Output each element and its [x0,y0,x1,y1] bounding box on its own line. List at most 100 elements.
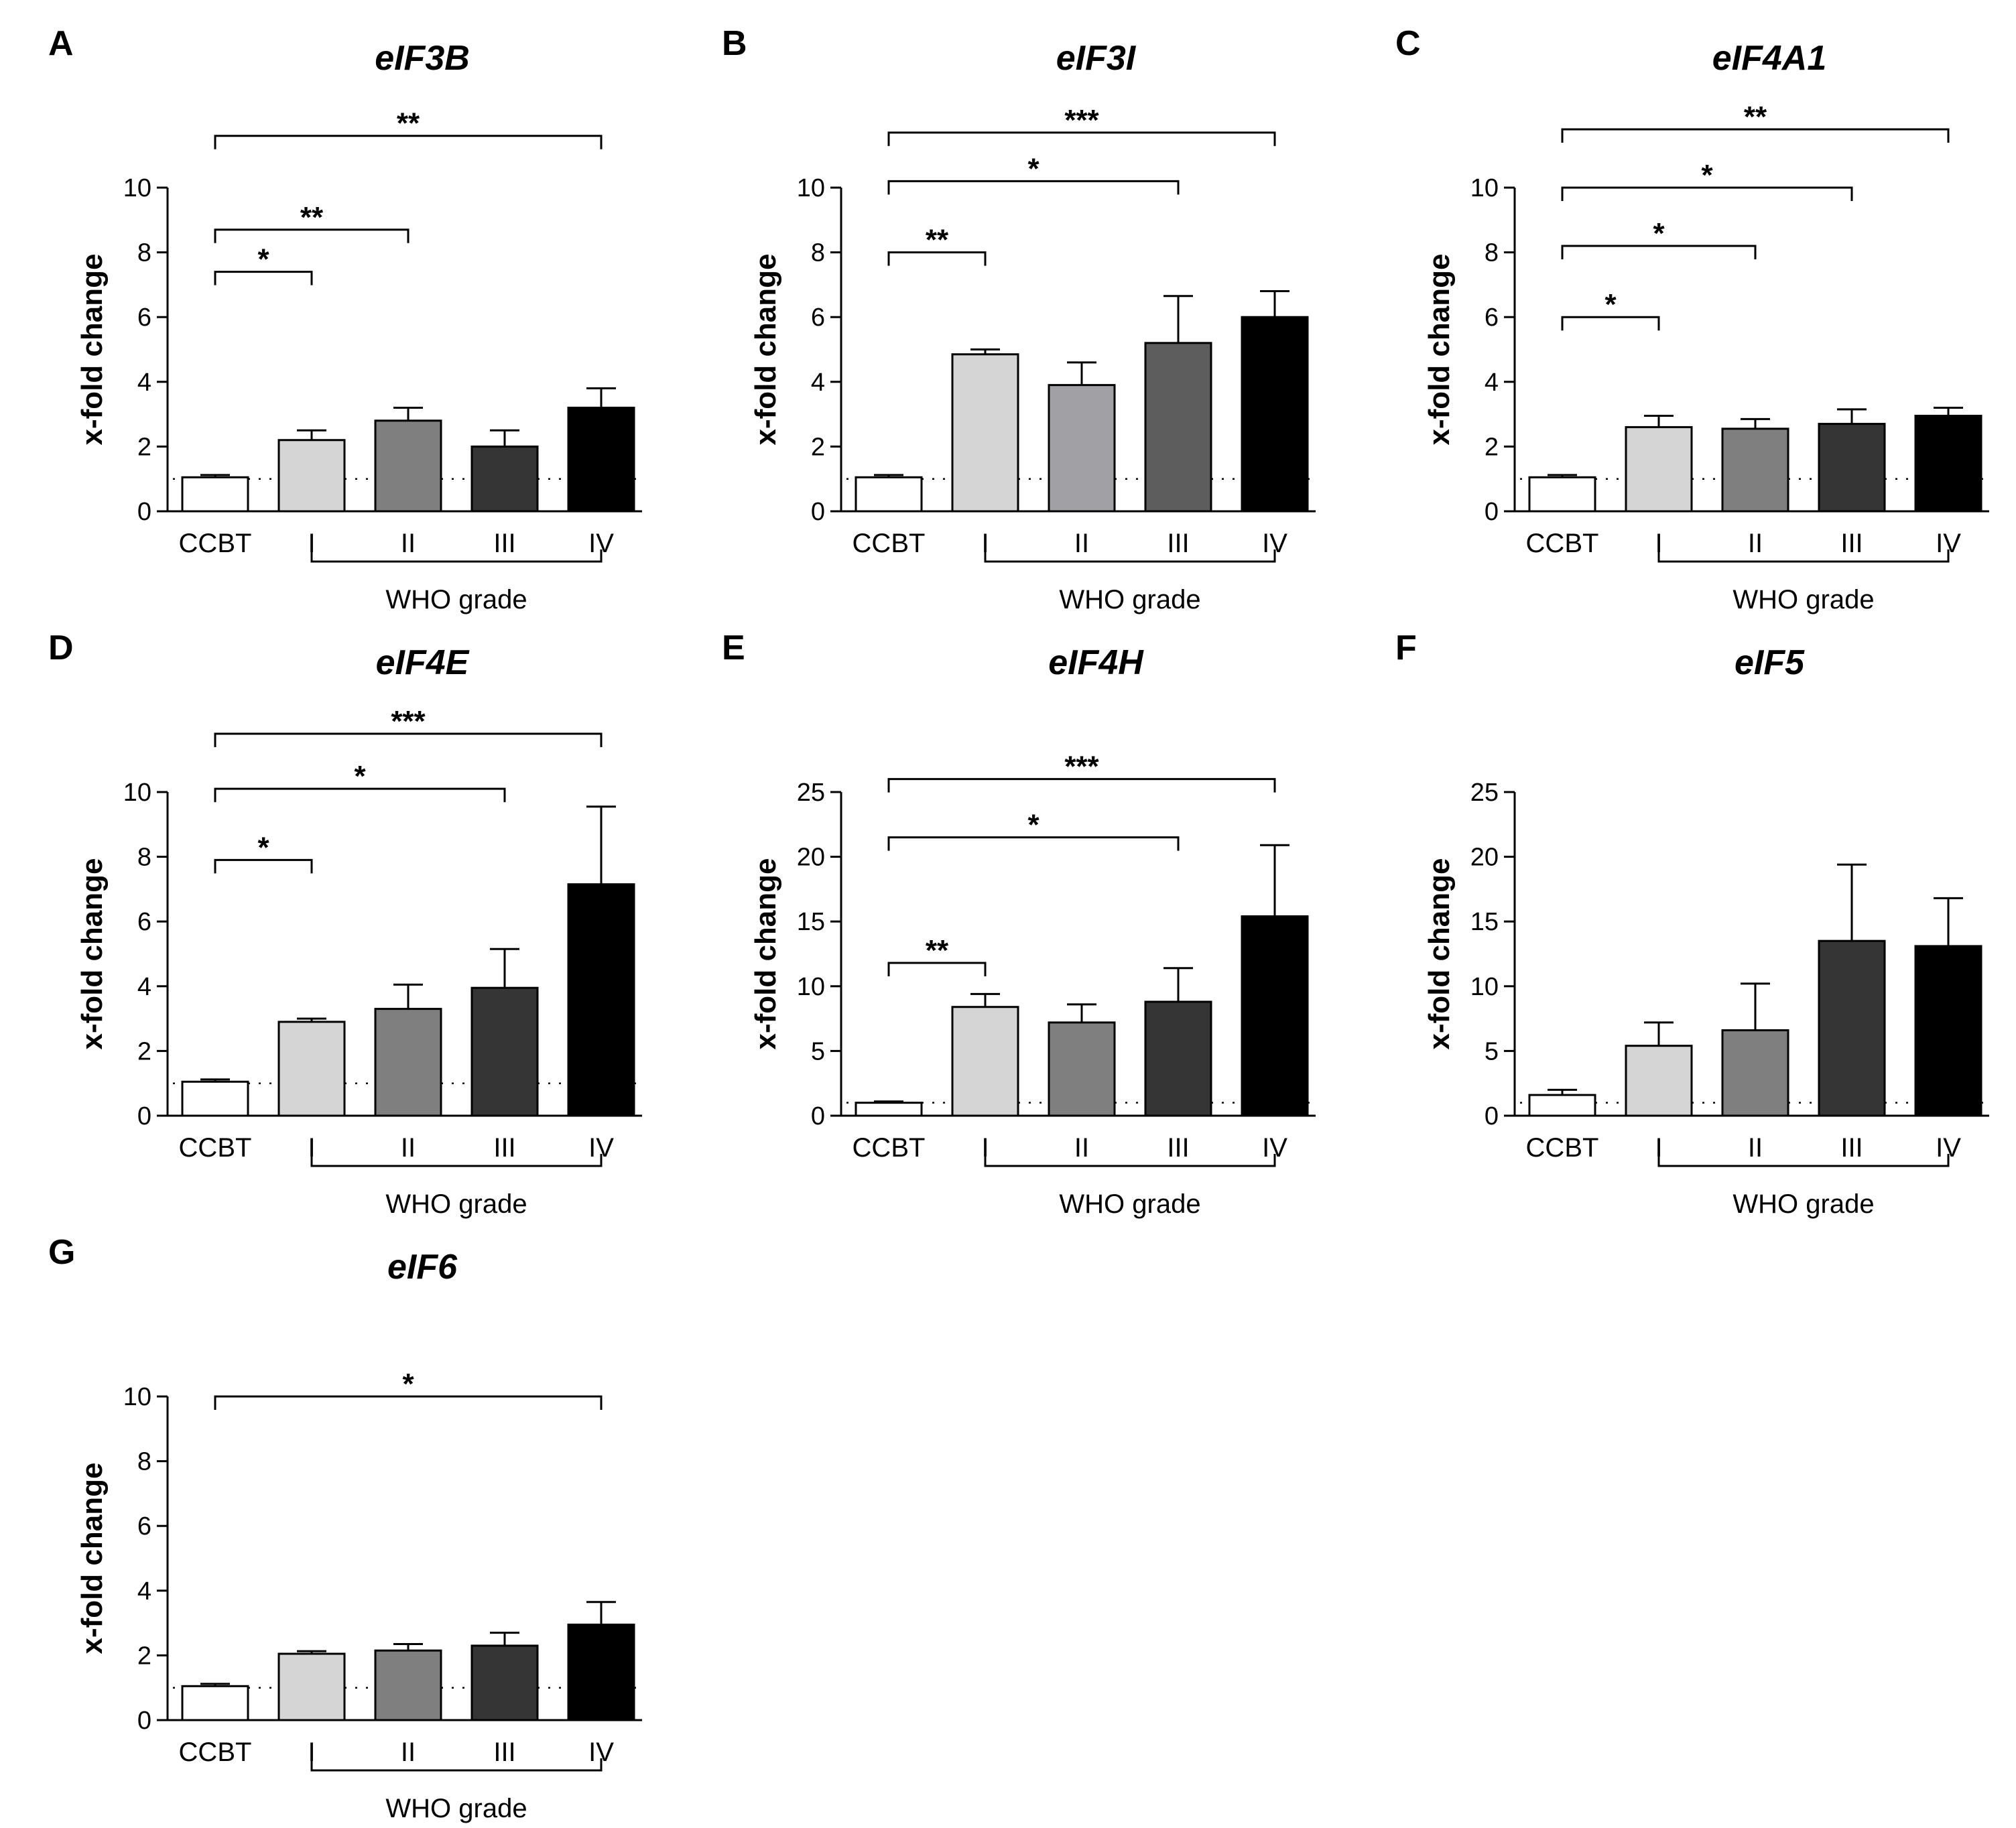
significance-bracket [1561,316,1660,331]
chart-title: eIF4E [376,643,470,682]
bar-ccbt [1528,476,1596,513]
x-category-label: I [1655,1133,1662,1163]
y-axis-label: x-fold change [749,253,782,445]
bar-i [277,439,346,513]
panel-letter: A [48,24,74,63]
bar-ccbt [855,476,923,513]
significance-label: * [257,243,269,276]
bar-iv [567,883,635,1117]
significance-label: * [1701,159,1713,192]
chart-title: eIF6 [387,1248,458,1287]
significance-label: ** [1744,101,1767,133]
chart-title: eIF3I [1056,39,1137,78]
y-tick-label: 6 [137,304,151,332]
panel-letter: F [1395,629,1417,667]
bar-ccbt [181,476,249,513]
significance-label: ** [926,224,949,257]
y-axis-label: x-fold change [749,858,782,1049]
significance-label: * [1604,288,1617,321]
bar-iv [567,406,635,513]
y-tick-label: 10 [123,1383,151,1411]
y-tick-label: 6 [1485,304,1499,332]
bar-iii [1818,423,1886,513]
chart-title: eIF5 [1735,643,1805,682]
x-category-label: III [1840,1133,1863,1163]
bar-iv [1914,415,1982,513]
panel-letter: E [722,629,745,667]
y-tick-label: 5 [811,1037,825,1065]
significance-label: ** [926,934,949,967]
bar-iii [470,986,539,1117]
y-tick-label: 2 [137,1037,151,1065]
x-category-label: III [493,1133,515,1163]
y-tick-label: 20 [1470,844,1499,872]
significance-bracket [887,180,1180,195]
panel-letter: C [1395,24,1421,63]
significance-label: *** [1064,104,1099,137]
bar-i [277,1021,346,1117]
x-category-label: II [1074,529,1089,558]
significance-bracket [1561,128,1950,143]
significance-bracket [214,135,603,149]
bar-i [951,1006,1019,1117]
significance-bracket [214,732,603,748]
significance-bracket [1561,245,1757,259]
bar-i [1625,1045,1693,1117]
y-tick-label: 4 [1485,369,1499,397]
x-category-label: CCBT [1526,1133,1599,1163]
y-tick-label: 10 [123,779,151,807]
significance-bracket [214,787,506,803]
y-tick-label: 2 [137,1642,151,1670]
bar-iii [470,1644,539,1721]
bar-ii [1721,1029,1789,1117]
bar-ccbt [1528,1094,1596,1117]
bar-ii [1048,384,1116,513]
x-category-label: CCBT [1526,529,1599,558]
significance-label: * [1653,217,1665,250]
y-tick-label: 4 [137,369,151,397]
x-group-label: WHO grade [385,1794,527,1823]
group-bracket [984,549,1276,563]
y-tick-label: 10 [123,174,151,202]
y-tick-label: 0 [137,498,151,526]
group-bracket [310,1758,603,1772]
y-tick-label: 0 [1485,498,1499,526]
significance-bracket [214,271,313,285]
significance-bracket [887,251,987,266]
y-tick-label: 15 [1470,908,1499,936]
y-axis-label: x-fold change [76,253,109,445]
bar-ccbt [855,1102,923,1117]
y-tick-label: 2 [137,433,151,461]
y-tick-label: 8 [811,239,825,267]
y-tick-label: 8 [137,239,151,267]
y-tick-label: 5 [1485,1037,1499,1065]
y-tick-label: 6 [811,304,825,332]
x-category-label: II [401,1133,416,1163]
y-axis-label: x-fold change [1423,858,1456,1049]
y-tick-label: 8 [137,844,151,872]
x-category-label: CCBT [179,1133,252,1163]
panel-letter: B [722,24,747,63]
y-tick-label: 10 [1470,174,1499,202]
bar-iv [1914,945,1982,1117]
y-axis-label: x-fold change [1423,253,1456,445]
x-category-label: I [308,529,315,558]
y-tick-label: 0 [137,1102,151,1130]
x-group-label: WHO grade [1059,1189,1200,1219]
x-category-label: CCBT [179,1738,252,1767]
y-tick-label: 0 [811,498,825,526]
y-tick-label: 10 [797,174,825,202]
y-axis-label: x-fold change [76,858,109,1049]
x-category-label: III [493,1738,515,1767]
y-tick-label: 25 [797,779,825,807]
y-tick-label: 2 [811,433,825,461]
significance-label: *** [391,705,426,738]
chart-title: eIF3B [375,39,470,78]
